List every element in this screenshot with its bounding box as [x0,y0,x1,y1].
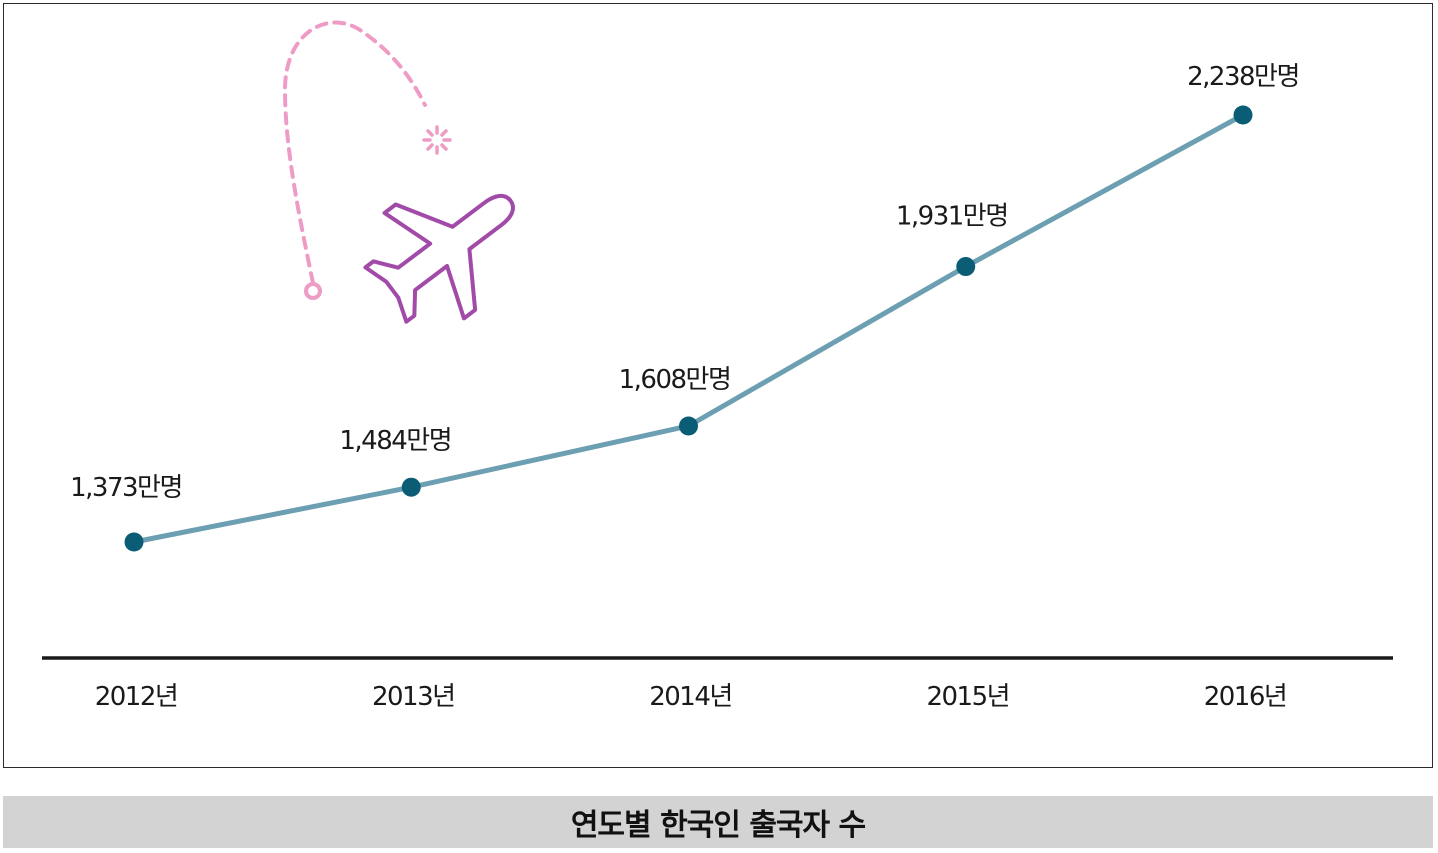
label-layer: 1,373만명 1,484만명 1,608만명 1,931만명 2,238만명 [70,62,1300,503]
data-label-2014: 1,608만명 [619,365,731,395]
x-tick-2015: 2015년 [926,682,1009,712]
x-tick-2012: 2012년 [95,682,178,712]
tick-layer: 2012년 2013년 2014년 2015년 2016년 [95,682,1288,712]
flight-path-decoration [282,20,515,324]
series-layer [124,105,1253,552]
dashed-flight-path [282,20,427,285]
x-tick-2013: 2013년 [372,682,455,712]
flight-origin-dot [304,282,322,300]
data-point-2016 [1233,105,1253,125]
data-label-2016: 2,238만명 [1187,62,1299,92]
series-line [133,112,1245,545]
data-point-2014 [679,416,698,436]
data-point-2012 [124,532,144,552]
chart-frame [3,3,1433,768]
x-tick-2014: 2014년 [649,682,732,712]
caption-bar: 연도별 한국인 출국자 수 [3,796,1433,848]
data-label-2013: 1,484만명 [339,426,451,456]
line-chart: 1,373만명 1,484만명 1,608만명 1,931만명 2,238만명 2012… [42,20,1393,712]
data-label-2015: 1,931만명 [896,202,1008,232]
data-label-2012: 1,373만명 [70,473,182,503]
data-point-2013 [401,477,421,497]
data-point-2015 [956,257,976,277]
x-tick-2016: 2016년 [1204,682,1287,712]
chart-title: 연도별 한국인 출국자 수 [570,808,866,843]
airplane-icon [363,193,515,324]
sparkle-icon [422,125,452,155]
